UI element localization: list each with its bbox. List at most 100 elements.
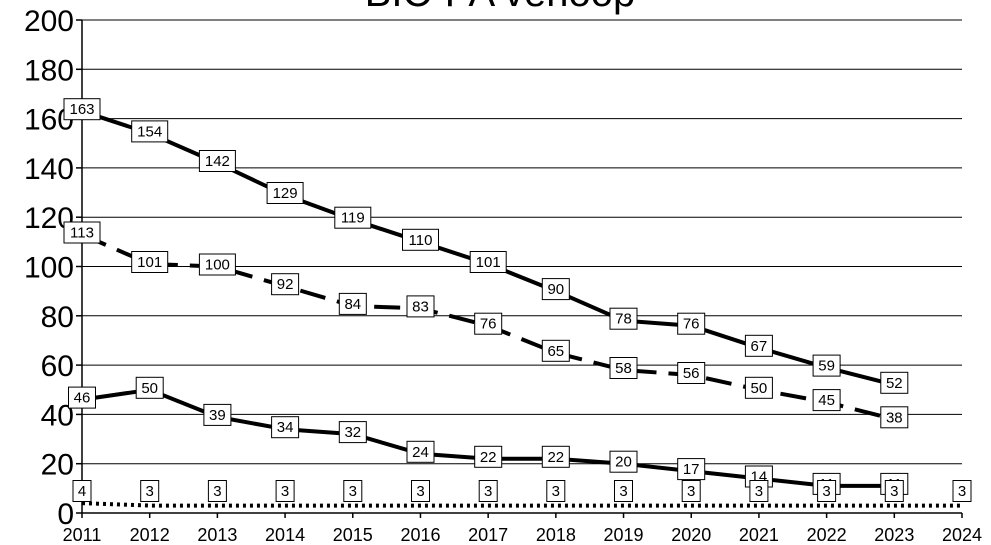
data-label-text: 113 (70, 225, 94, 242)
data-label-text: 46 (74, 390, 91, 407)
x-tick-label: 2021 (739, 525, 779, 545)
data-label-text: 100 (205, 257, 230, 274)
data-label-box (677, 312, 706, 335)
data-label: 76 (677, 312, 706, 335)
x-tick-label: 2015 (333, 525, 373, 545)
data-label-text: 3 (822, 483, 830, 500)
data-label: 65 (541, 339, 570, 362)
data-label-text: 39 (209, 407, 226, 424)
data-label-text: 67 (751, 338, 768, 355)
data-label-text: 3 (958, 483, 966, 500)
data-label-text: 76 (683, 316, 700, 333)
data-label: 3 (749, 480, 769, 502)
data-label-box (198, 253, 236, 276)
data-label-box (474, 312, 503, 335)
data-label: 100 (198, 253, 236, 276)
data-label-text: 3 (890, 483, 898, 500)
data-label: 3 (343, 480, 363, 502)
data-label: 3 (207, 480, 227, 502)
data-label-box (681, 480, 701, 502)
data-label: 46 (68, 386, 96, 409)
data-label-box (343, 480, 363, 502)
data-label-box (338, 421, 367, 444)
data-label-box (749, 480, 769, 502)
data-label: 56 (677, 362, 706, 384)
data-label-text: 119 (341, 210, 365, 227)
data-label-box (677, 362, 706, 384)
y-tick-label: 100 (24, 252, 74, 285)
data-label-box (541, 445, 570, 468)
data-label-box (880, 406, 909, 429)
data-label-box (817, 480, 837, 502)
data-label-box (334, 206, 372, 229)
data-label-text: 3 (281, 483, 289, 500)
data-label-text: 92 (277, 276, 294, 293)
x-tick-label: 2024 (942, 525, 982, 545)
data-label: 3 (681, 480, 701, 502)
data-label: 92 (271, 273, 300, 296)
data-label-text: 3 (552, 483, 560, 500)
data-label: 3 (614, 480, 633, 502)
data-label-box (72, 480, 92, 502)
y-tick-label: 200 (24, 5, 74, 38)
data-label: 3 (884, 480, 904, 502)
data-label-box (541, 278, 570, 301)
data-label-text: 20 (615, 454, 632, 471)
data-label: 67 (744, 334, 773, 357)
x-tick-label: 2022 (807, 525, 847, 545)
y-tick-label: 80 (41, 301, 74, 334)
x-tick-label: 2018 (536, 525, 576, 545)
data-label-box (338, 292, 367, 315)
data-label: 3 (140, 480, 160, 502)
data-label-text: 3 (687, 483, 695, 500)
data-label-box (474, 445, 503, 468)
data-label: 84 (338, 292, 367, 315)
x-tick-label: 2019 (604, 525, 644, 545)
data-label-text: 22 (480, 449, 497, 466)
data-label-text: 84 (344, 296, 361, 313)
data-label-text: 90 (547, 281, 564, 298)
data-label-box (198, 150, 236, 172)
data-label-box (744, 376, 773, 399)
data-label: 3 (411, 480, 430, 502)
data-label: 119 (334, 206, 372, 229)
x-tick-label: 2012 (130, 525, 170, 545)
data-label-text: 101 (137, 254, 162, 271)
data-label: 24 (406, 440, 435, 463)
data-label-box (63, 98, 101, 121)
data-label-text: 163 (69, 101, 94, 118)
data-label: 38 (880, 406, 909, 429)
data-label-box (131, 120, 169, 143)
data-label: 34 (271, 416, 300, 439)
data-label-box (546, 480, 566, 502)
data-label-text: 3 (755, 483, 763, 500)
data-label: 3 (478, 480, 498, 502)
data-label-box (203, 403, 232, 426)
data-label: 39 (203, 403, 232, 426)
data-label-box (131, 251, 169, 273)
y-tick-label: 20 (41, 449, 74, 482)
x-axis-ticks: 2011 2012 2013 2014 2015 2016 2017 2018 2019 2020… (63, 513, 982, 545)
y-tick-label: 140 (24, 153, 74, 186)
data-label-box (541, 339, 570, 362)
data-label-box (812, 354, 841, 377)
data-label-box (406, 295, 435, 318)
data-label-box (952, 480, 972, 502)
data-label: 78 (609, 307, 638, 330)
data-label: 4 (72, 480, 92, 502)
data-label-text: 34 (277, 419, 294, 436)
data-label: 22 (541, 445, 570, 468)
data-label-text: 50 (141, 380, 158, 397)
data-label: 129 (266, 182, 304, 204)
data-label: 20 (609, 450, 638, 473)
data-label: 32 (338, 421, 367, 444)
data-label-text: 38 (886, 409, 903, 426)
data-label: 110 (402, 228, 439, 251)
data-label-text: 110 (409, 232, 433, 249)
data-label-box (271, 416, 300, 439)
data-label-box (614, 480, 633, 502)
data-label: 76 (474, 312, 503, 335)
data-label: 59 (812, 354, 841, 377)
x-tick-label: 2017 (468, 525, 508, 545)
